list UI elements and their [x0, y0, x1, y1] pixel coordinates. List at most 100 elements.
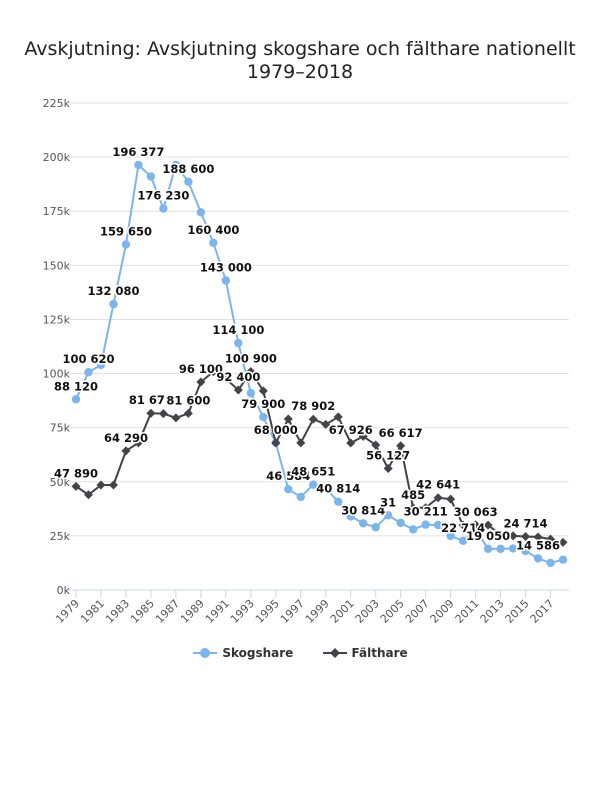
skogshare-point-1980[interactable]: [84, 368, 93, 377]
x-tick-label: 2003: [353, 597, 382, 626]
falthare-point-1998[interactable]: [308, 414, 318, 424]
skogshare-point-1983[interactable]: [121, 240, 131, 249]
x-tick-label: 1987: [153, 597, 182, 626]
falthare-point-2007[interactable]: [421, 503, 431, 513]
falthare-point-1984[interactable]: [133, 438, 143, 448]
falthare-point-2003[interactable]: [371, 440, 381, 450]
data-label-falthare-2005: 66 617: [379, 426, 423, 440]
skogshare-point-1988[interactable]: [184, 177, 193, 186]
skogshare-point-1979[interactable]: [71, 395, 81, 404]
falthare-point-2006[interactable]: [408, 503, 418, 513]
falthare-point-1986[interactable]: [158, 409, 168, 419]
skogshare-point-2014[interactable]: [508, 544, 518, 553]
skogshare-point-2016[interactable]: [533, 554, 543, 563]
data-label-falthare-2006: 485: [401, 488, 425, 502]
skogshare-point-1996[interactable]: [284, 484, 293, 494]
x-tick-label: 2015: [503, 597, 532, 626]
data-label-skogshare-1996: 46 584: [266, 469, 310, 483]
falthare-point-2004[interactable]: [383, 464, 393, 474]
y-tick-label: 200k: [43, 151, 71, 164]
falthare-point-2010[interactable]: [458, 520, 468, 530]
falthare-point-1993[interactable]: [246, 367, 256, 377]
falthare-point-1991[interactable]: [221, 374, 231, 384]
falthare-point-2014[interactable]: [508, 531, 518, 541]
falthare-legend-icon: [322, 648, 347, 658]
skogshare-point-2007[interactable]: [421, 520, 430, 529]
data-label-falthare-2004: 56 127: [366, 449, 410, 463]
skogshare-point-2002[interactable]: [359, 519, 368, 528]
falthare-point-1988[interactable]: [183, 408, 193, 418]
data-label-skogshare-2000: 40 814: [316, 482, 360, 496]
falthare-point-1985[interactable]: [146, 408, 156, 418]
falthare-point-1982[interactable]: [108, 480, 118, 490]
skogshare-point-2015[interactable]: [521, 546, 530, 556]
skogshare-point-2017[interactable]: [546, 558, 555, 568]
skogshare-point-2006[interactable]: [408, 525, 418, 534]
falthare-point-1992[interactable]: [233, 385, 243, 395]
skogshare-point-1993[interactable]: [246, 388, 256, 398]
legend-label-skogshare: Skogshare: [222, 646, 294, 660]
skogshare-point-2012[interactable]: [483, 544, 493, 553]
falthare-point-2013[interactable]: [496, 530, 506, 540]
skogshare-point-2004[interactable]: [383, 511, 393, 520]
skogshare-point-1987[interactable]: [171, 160, 181, 170]
legend-item-falthare[interactable]: Fälthare: [322, 646, 408, 660]
skogshare-point-1994[interactable]: [259, 412, 268, 422]
x-tick-label: 2011: [453, 597, 482, 626]
data-label-falthare-1985: 81 671: [129, 393, 173, 407]
falthare-point-1989[interactable]: [196, 377, 206, 387]
falthare-point-2000[interactable]: [333, 412, 343, 422]
skogshare-point-2018[interactable]: [558, 555, 568, 564]
falthare-point-2015[interactable]: [521, 532, 531, 542]
falthare-point-1980[interactable]: [83, 490, 93, 500]
data-label-falthare-1988: 81 600: [166, 393, 210, 407]
x-tick-label: 1999: [303, 597, 332, 626]
falthare-point-1987[interactable]: [171, 413, 181, 423]
falthare-point-2012[interactable]: [483, 520, 493, 530]
falthare-point-2002[interactable]: [358, 431, 368, 441]
skogshare-point-2001[interactable]: [346, 512, 355, 521]
falthare-point-2001[interactable]: [346, 438, 356, 448]
line-chart: 0k 25k 50k 75k 100k 125k 150k 175k 200k 225k 1979…: [43, 97, 569, 626]
skogshare-point-2003[interactable]: [371, 523, 380, 532]
falthare-point-1996[interactable]: [283, 414, 293, 424]
skogshare-point-2013[interactable]: [496, 544, 505, 554]
skogshare-point-2000[interactable]: [334, 497, 343, 506]
falthare-point-2011[interactable]: [471, 520, 481, 530]
skogshare-point-1984[interactable]: [134, 160, 143, 170]
data-label-skogshare-2012: 19 050: [466, 529, 510, 543]
skogshare-point-2005[interactable]: [396, 518, 405, 528]
skogshare-point-1982[interactable]: [109, 299, 118, 309]
skogshare-point-2009[interactable]: [446, 531, 455, 541]
falthare-point-2016[interactable]: [533, 532, 543, 542]
falthare-point-1990[interactable]: [208, 367, 218, 377]
skogshare-point-1986[interactable]: [159, 204, 168, 213]
falthare-point-1995[interactable]: [271, 438, 281, 448]
skogshare-point-1997[interactable]: [296, 492, 305, 502]
data-label-skogshare-2010: 22 714: [441, 521, 485, 535]
skogshare-point-1999[interactable]: [321, 484, 330, 493]
falthare-point-1997[interactable]: [296, 438, 306, 448]
falthare-point-1979[interactable]: [71, 481, 81, 491]
skogshare-point-2008[interactable]: [433, 520, 443, 530]
legend-item-skogshare[interactable]: Skogshare: [192, 646, 293, 660]
falthare-point-1981[interactable]: [96, 480, 106, 490]
falthare-point-1994[interactable]: [258, 386, 268, 396]
chart-title: Avskjutning: Avskjutning skogshare och f…: [0, 38, 600, 84]
falthare-point-2017[interactable]: [546, 534, 556, 544]
skogshare-point-1991[interactable]: [221, 276, 231, 285]
falthare-point-2008[interactable]: [433, 493, 443, 503]
x-tick-label: 1997: [278, 597, 307, 626]
falthare-point-1983[interactable]: [121, 446, 131, 456]
skogshare-point-1985[interactable]: [146, 172, 156, 181]
falthare-point-2005[interactable]: [396, 441, 406, 451]
skogshare-point-1998[interactable]: [309, 480, 318, 489]
skogshare-point-1989[interactable]: [196, 208, 206, 217]
skogshare-point-1981[interactable]: [96, 360, 106, 370]
skogshare-point-2010[interactable]: [458, 536, 468, 546]
falthare-point-2009[interactable]: [446, 494, 456, 504]
falthare-point-1999[interactable]: [321, 419, 331, 429]
skogshare-point-1992[interactable]: [234, 338, 243, 348]
skogshare-point-1990[interactable]: [209, 238, 218, 248]
falthare-point-2018[interactable]: [558, 537, 568, 547]
